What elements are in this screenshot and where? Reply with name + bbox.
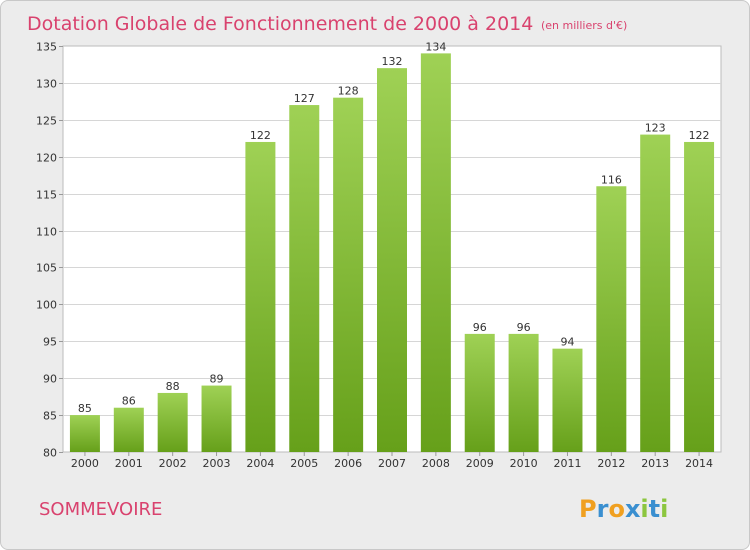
y-tick-label: 130 (36, 78, 57, 91)
y-tick-label: 90 (43, 373, 57, 386)
y-tick-label: 105 (36, 262, 57, 275)
logo-letter: i (640, 495, 648, 523)
bar-2011 (552, 348, 583, 452)
bar-2003 (201, 385, 232, 452)
value-label-2012: 116 (601, 173, 622, 186)
bar-2004 (245, 141, 276, 453)
x-axis-labels: 2000 2001 2002 2003 2004 2005 2006 2007 2008 2009… (71, 452, 713, 470)
x-tick-label-2001: 2001 (115, 457, 143, 470)
bar-2001 (113, 407, 144, 452)
bar-2013 (640, 134, 671, 452)
x-tick-label-2004: 2004 (246, 457, 274, 470)
x-tick-label-2003: 2003 (203, 457, 231, 470)
y-tick-label: 125 (36, 115, 57, 128)
logo-letter: t (649, 495, 660, 523)
logo-letter: o (608, 495, 625, 523)
bar-2000 (69, 415, 100, 452)
x-tick-label-2002: 2002 (159, 457, 187, 470)
bar-2014 (684, 141, 715, 453)
y-tick-label: 100 (36, 299, 57, 312)
x-tick-label-2014: 2014 (685, 457, 713, 470)
commune-name: SOMMEVOIRE (39, 499, 162, 520)
value-label-2009: 96 (473, 321, 487, 334)
value-label-2003: 89 (210, 373, 224, 386)
bars: 85 86 88 89 122 127 128 132 134 96 96 94 116 123 122 (69, 40, 715, 453)
chart-title: Dotation Globale de Fonctionnement de 20… (27, 13, 533, 35)
bar-2012 (596, 186, 627, 452)
x-tick-label-2006: 2006 (334, 457, 362, 470)
chart-subtitle: (en milliers d'€) (541, 19, 627, 32)
logo-letter: P (579, 495, 597, 523)
bar-2002 (157, 392, 188, 452)
value-label-2001: 86 (122, 395, 136, 408)
logo-letter: i (660, 495, 668, 523)
bar-2007 (377, 68, 407, 453)
x-tick-label-2009: 2009 (466, 457, 494, 470)
x-tick-label-2012: 2012 (597, 457, 625, 470)
y-tick-label: 95 (43, 336, 57, 349)
bar-2009 (464, 333, 495, 452)
y-axis-labels: 80 85 90 95 100 105 110 115 120 125 130 135 (36, 41, 57, 460)
value-label-2007: 132 (382, 55, 403, 68)
value-label-2014: 122 (689, 129, 710, 142)
y-tick-label: 120 (36, 152, 57, 165)
x-tick-label-2007: 2007 (378, 457, 406, 470)
value-label-2004: 122 (250, 129, 271, 142)
x-tick-label-2000: 2000 (71, 457, 99, 470)
x-tick-label-2005: 2005 (290, 457, 318, 470)
x-tick-label-2013: 2013 (641, 457, 669, 470)
logo-letter: r (597, 495, 609, 523)
bar-2008 (420, 53, 451, 453)
y-tick-label: 110 (36, 226, 57, 239)
y-tick-label: 115 (36, 189, 57, 202)
x-tick-label-2011: 2011 (553, 457, 581, 470)
value-label-2011: 94 (560, 336, 574, 349)
bar-2006 (333, 97, 364, 452)
value-label-2002: 88 (166, 380, 180, 393)
x-tick-label-2008: 2008 (422, 457, 450, 470)
value-label-2008: 134 (425, 40, 446, 53)
logo-letter: x (625, 495, 641, 523)
x-tick-label-2010: 2010 (510, 457, 538, 470)
proxiti-logo: Proxiti (579, 495, 668, 523)
value-label-2013: 123 (645, 122, 666, 135)
bar-2010 (508, 333, 539, 452)
y-tick-label: 80 (43, 447, 57, 460)
bar-2005 (289, 105, 320, 453)
value-label-2000: 85 (78, 402, 92, 415)
value-label-2006: 128 (338, 85, 359, 98)
value-label-2005: 127 (294, 92, 315, 105)
y-tick-label: 85 (43, 410, 57, 423)
y-tick-label: 135 (36, 41, 57, 54)
value-label-2010: 96 (517, 321, 531, 334)
